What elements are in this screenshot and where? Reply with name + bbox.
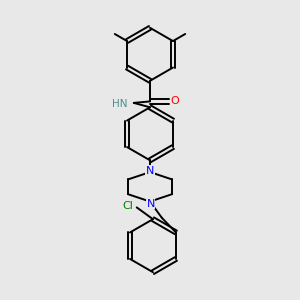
Text: N: N: [146, 199, 155, 209]
Text: N: N: [146, 166, 154, 176]
Text: HN: HN: [112, 99, 128, 110]
Text: Cl: Cl: [122, 201, 133, 211]
Text: O: O: [170, 96, 179, 106]
